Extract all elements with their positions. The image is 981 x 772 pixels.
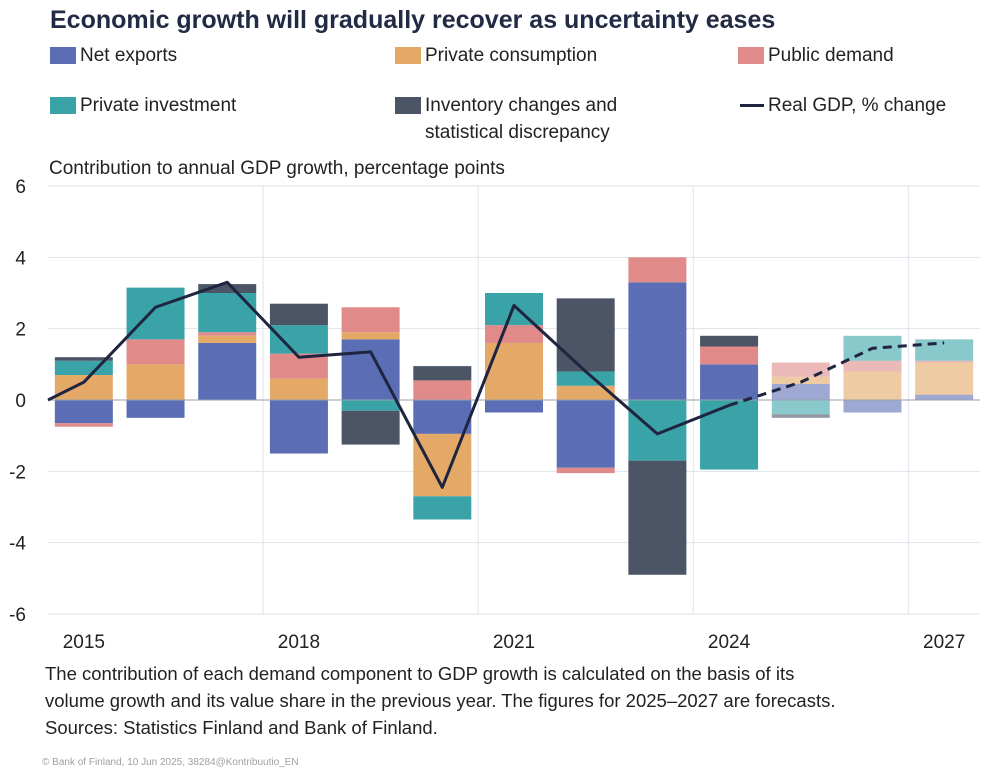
legend-label: Net exports <box>80 45 178 66</box>
chart-title: Economic growth will gradually recover a… <box>50 6 776 34</box>
bar-segment <box>628 257 687 283</box>
bar-segment <box>341 400 400 411</box>
legend-swatch-net-exports <box>50 47 76 64</box>
bar-segment <box>54 423 113 427</box>
legend-swatch-inventory-changes <box>395 97 421 114</box>
x-tick-label: 2024 <box>708 632 751 653</box>
bar-segment <box>915 362 974 395</box>
legend-swatch-private-investment <box>50 97 76 114</box>
legend-label-line-2: statistical discrepancy <box>425 122 610 143</box>
bar-segment <box>915 360 974 363</box>
bar-segment <box>628 282 687 400</box>
bar-segment <box>556 400 615 468</box>
copyright-credit: © Bank of Finland, 10 Jun 2025, 38284@Ko… <box>42 757 299 768</box>
bar-segment <box>413 380 472 400</box>
bar-segment <box>269 378 328 400</box>
bar-segment <box>126 339 185 365</box>
gdp-line-forecast <box>728 341 945 407</box>
legend-label: Public demand <box>768 45 894 66</box>
legend-swatch-public-demand <box>738 47 764 64</box>
bar-segment <box>341 332 400 340</box>
bar-segment <box>54 375 113 400</box>
bar-segment <box>485 325 543 343</box>
bar-segment <box>628 460 687 575</box>
y-tick-label: 6 <box>15 177 26 198</box>
legend-label: Real GDP, % change <box>768 95 947 116</box>
footnote-line-2: volume growth and its value share in the… <box>45 690 836 711</box>
legend-label-line-1: Inventory changes and <box>425 95 618 116</box>
bar-segment <box>843 371 902 400</box>
bar-segment <box>628 400 687 461</box>
bar-segment <box>771 362 830 377</box>
y-tick-label: -4 <box>9 534 26 555</box>
bar-segment <box>700 346 759 365</box>
y-tick-label: -6 <box>9 605 26 626</box>
legend-swatch-private-consumption <box>395 47 421 64</box>
x-tick-label: 2021 <box>493 632 535 653</box>
bar-segment <box>485 342 543 400</box>
bar-segment <box>413 400 472 434</box>
bar-segment <box>198 332 257 336</box>
bar-segment <box>413 496 472 520</box>
y-tick-label: 0 <box>15 391 26 412</box>
bar-segment <box>915 394 974 400</box>
bar-segment <box>843 360 902 372</box>
x-tick-label: 2027 <box>923 632 965 653</box>
bar-segment <box>198 342 257 400</box>
bar-segment <box>556 298 615 372</box>
y-tick-label: 4 <box>15 248 26 269</box>
bar-segment <box>126 287 185 340</box>
legend-line-real-gdp <box>740 104 764 107</box>
bar-segment <box>341 307 400 333</box>
bar-segment <box>269 303 328 326</box>
bar-segment <box>771 400 830 415</box>
bar-segment <box>843 400 902 413</box>
bar-segment <box>771 376 830 384</box>
bar-segment <box>54 360 113 376</box>
legend-label: Private investment <box>80 95 237 116</box>
bar-segment <box>198 293 257 333</box>
footnote-line-1: The contribution of each demand componen… <box>45 663 795 684</box>
bar-segment <box>126 364 185 400</box>
bar-segment <box>556 385 615 400</box>
bar-segment <box>771 414 830 418</box>
bar-segment <box>269 325 328 354</box>
bar-segment <box>700 335 759 347</box>
chart-subtitle: Contribution to annual GDP growth, perce… <box>49 158 505 179</box>
bar-segment <box>700 400 759 470</box>
bar-segment <box>556 467 615 474</box>
bar-segment <box>341 410 400 445</box>
bar-segment <box>771 383 830 400</box>
bar-segment <box>269 400 328 454</box>
legend-label: Private consumption <box>425 45 598 66</box>
bar-segment <box>485 400 543 413</box>
x-tick-label: 2018 <box>278 632 320 653</box>
bar-segment <box>126 400 185 418</box>
y-tick-label: -2 <box>9 462 26 483</box>
bar-segment <box>54 400 113 424</box>
chart-plot: 6 4 2 0 -2 -4 -6 2015 2018 2021 2024 2027 <box>9 177 980 653</box>
bar-segment <box>54 357 113 361</box>
bar-segment <box>198 284 257 293</box>
bar-segment <box>413 366 472 381</box>
footnote-line-3: Sources: Statistics Finland and Bank of … <box>45 717 438 738</box>
y-tick-label: 2 <box>15 320 26 341</box>
bar-segment <box>915 339 974 361</box>
gdp-line-actual <box>47 280 730 489</box>
x-tick-label: 2015 <box>63 632 105 653</box>
bar-segment <box>556 371 615 386</box>
bar-segment <box>198 335 257 343</box>
bar-segment <box>700 364 759 400</box>
